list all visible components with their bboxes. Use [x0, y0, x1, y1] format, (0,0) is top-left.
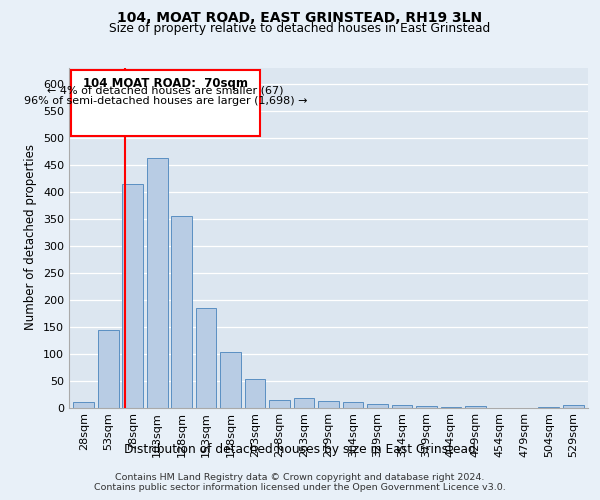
Bar: [71, 70, 260, 136]
Bar: [245, 379, 265, 408]
Text: 104 MOAT ROAD:  70sqm: 104 MOAT ROAD: 70sqm: [83, 76, 248, 90]
Bar: [392, 406, 412, 407]
Bar: [196, 308, 217, 408]
Y-axis label: Number of detached properties: Number of detached properties: [25, 144, 37, 330]
Bar: [367, 404, 388, 407]
Bar: [220, 352, 241, 408]
Bar: [171, 216, 192, 408]
Bar: [293, 398, 314, 407]
Bar: [563, 406, 584, 407]
Text: 104, MOAT ROAD, EAST GRINSTEAD, RH19 3LN: 104, MOAT ROAD, EAST GRINSTEAD, RH19 3LN: [118, 11, 482, 25]
Bar: [465, 406, 486, 408]
Bar: [318, 401, 339, 407]
Text: 96% of semi-detached houses are larger (1,698) →: 96% of semi-detached houses are larger (…: [24, 96, 307, 106]
Bar: [538, 407, 559, 408]
Text: Contains public sector information licensed under the Open Government Licence v3: Contains public sector information licen…: [94, 484, 506, 492]
Text: Contains HM Land Registry data © Crown copyright and database right 2024.: Contains HM Land Registry data © Crown c…: [115, 472, 485, 482]
Bar: [269, 400, 290, 407]
Text: Size of property relative to detached houses in East Grinstead: Size of property relative to detached ho…: [109, 22, 491, 35]
Bar: [98, 330, 119, 407]
Bar: [73, 402, 94, 407]
Bar: [122, 184, 143, 408]
Bar: [343, 402, 364, 407]
Text: Distribution of detached houses by size in East Grinstead: Distribution of detached houses by size …: [124, 442, 476, 456]
Bar: [147, 158, 167, 408]
Text: ← 4% of detached houses are smaller (67): ← 4% of detached houses are smaller (67): [47, 86, 284, 96]
Bar: [416, 406, 437, 408]
Bar: [440, 407, 461, 408]
